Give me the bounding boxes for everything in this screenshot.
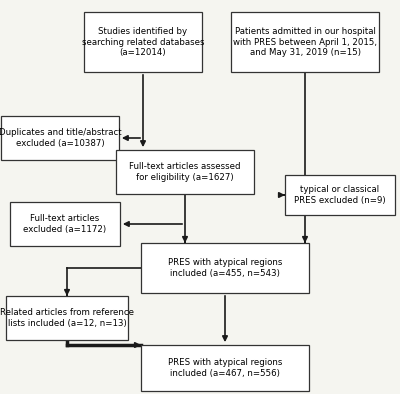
FancyBboxPatch shape [10, 202, 120, 246]
FancyBboxPatch shape [285, 175, 395, 215]
FancyBboxPatch shape [1, 116, 119, 160]
Text: Full-text articles assessed
for eligibility (a=1627): Full-text articles assessed for eligibil… [129, 162, 241, 182]
FancyBboxPatch shape [116, 150, 254, 194]
Text: Full-text articles
excluded (a=1172): Full-text articles excluded (a=1172) [24, 214, 106, 234]
FancyBboxPatch shape [141, 243, 309, 293]
Text: typical or classical
PRES excluded (n=9): typical or classical PRES excluded (n=9) [294, 185, 386, 205]
FancyBboxPatch shape [141, 345, 309, 391]
Text: Duplicates and title/abstract
excluded (a=10387): Duplicates and title/abstract excluded (… [0, 128, 121, 148]
FancyBboxPatch shape [6, 296, 128, 340]
FancyBboxPatch shape [84, 12, 202, 72]
Text: PRES with atypical regions
included (a=467, n=556): PRES with atypical regions included (a=4… [168, 358, 282, 378]
Text: Related articles from reference
lists included (a=12, n=13): Related articles from reference lists in… [0, 308, 134, 328]
Text: Studies identified by
searching related databases
(a=12014): Studies identified by searching related … [82, 27, 204, 57]
Text: PRES with atypical regions
included (a=455, n=543): PRES with atypical regions included (a=4… [168, 258, 282, 278]
Text: Patients admitted in our hospital
with PRES between April 1, 2015,
and May 31, 2: Patients admitted in our hospital with P… [233, 27, 377, 57]
FancyBboxPatch shape [231, 12, 379, 72]
